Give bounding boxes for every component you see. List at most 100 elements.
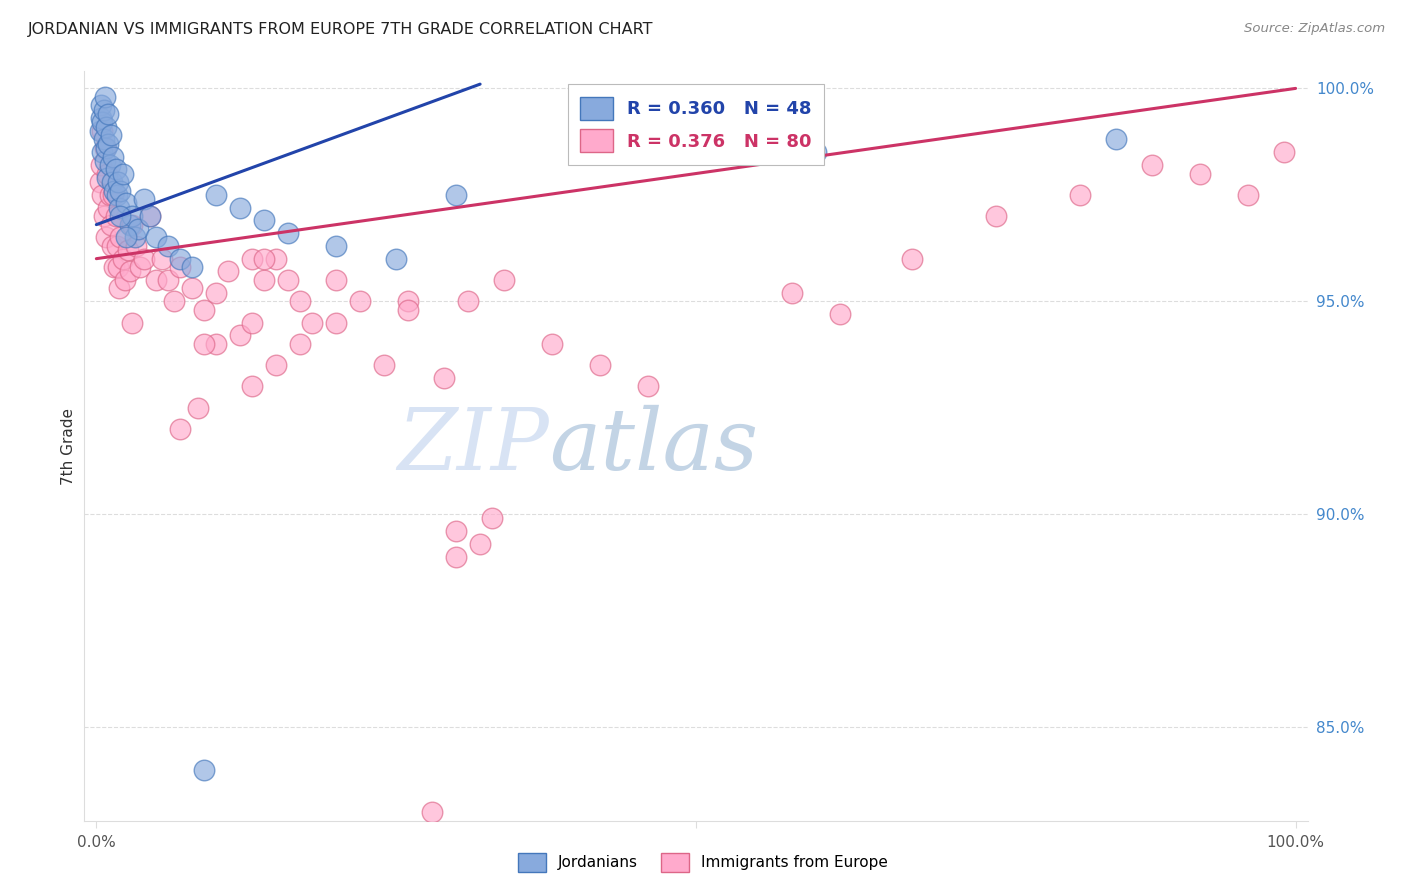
Point [91, 124, 114, 138]
Point [91, 145, 114, 160]
Point [181, 281, 204, 295]
Text: ZIP: ZIP [398, 405, 550, 487]
Point [93, 132, 115, 146]
Point [396, 302, 419, 317]
Point [325, 316, 347, 330]
Point [91, 115, 114, 129]
Point [101, 149, 124, 163]
Point [103, 260, 125, 275]
Point [110, 230, 132, 244]
Point [229, 201, 252, 215]
Point [139, 209, 162, 223]
Text: atlas: atlas [550, 405, 758, 487]
Point [124, 230, 146, 244]
Point [253, 213, 276, 227]
Point [301, 316, 323, 330]
Point [1140, 158, 1163, 172]
Point [94, 120, 117, 134]
Point [98, 158, 121, 172]
Point [96, 170, 118, 185]
Point [93, 153, 117, 168]
Point [193, 763, 215, 777]
Point [1272, 145, 1295, 160]
Point [111, 167, 134, 181]
Point [457, 294, 479, 309]
Point [91, 187, 114, 202]
Point [193, 336, 215, 351]
Point [181, 260, 204, 275]
Point [115, 230, 138, 244]
Point [97, 136, 120, 151]
Point [97, 107, 120, 121]
Point [433, 371, 456, 385]
Point [110, 184, 132, 198]
Point [104, 209, 127, 223]
Point [107, 260, 129, 275]
Point [217, 264, 239, 278]
Point [780, 285, 803, 300]
Point [139, 209, 162, 223]
Point [193, 302, 215, 317]
Point [373, 358, 395, 372]
Point [157, 239, 180, 253]
Point [100, 128, 122, 143]
Point [264, 358, 287, 372]
Point [93, 90, 117, 104]
Legend: Jordanians, Immigrants from Europe: Jordanians, Immigrants from Europe [510, 845, 896, 880]
Point [121, 209, 143, 223]
Point [134, 192, 156, 206]
Point [240, 379, 263, 393]
Point [277, 226, 299, 240]
Point [205, 187, 228, 202]
Point [157, 273, 180, 287]
Point [93, 103, 115, 117]
Point [111, 252, 134, 266]
Point [290, 336, 312, 351]
Point [1105, 132, 1128, 146]
Point [90, 158, 112, 172]
Point [115, 196, 138, 211]
Point [325, 239, 347, 253]
Point [90, 112, 112, 126]
Point [264, 252, 287, 266]
Point [121, 218, 143, 232]
Point [104, 162, 127, 177]
Point [277, 273, 299, 287]
Point [1069, 187, 1091, 202]
Point [94, 230, 117, 244]
Point [494, 273, 516, 287]
Point [127, 222, 149, 236]
Point [121, 316, 143, 330]
Point [205, 336, 228, 351]
Point [444, 549, 467, 564]
Point [385, 252, 408, 266]
Point [901, 252, 924, 266]
Point [90, 98, 112, 112]
Point [118, 218, 141, 232]
Point [444, 524, 467, 538]
Point [468, 537, 491, 551]
Point [828, 307, 851, 321]
Text: JORDANIAN VS IMMIGRANTS FROM EUROPE 7TH GRADE CORRELATION CHART: JORDANIAN VS IMMIGRANTS FROM EUROPE 7TH … [28, 22, 654, 37]
Point [89, 175, 111, 189]
Point [589, 358, 612, 372]
Legend: R = 0.360   N = 48, R = 0.376   N = 80: R = 0.360 N = 48, R = 0.376 N = 80 [568, 84, 824, 165]
Point [89, 124, 111, 138]
Point [396, 294, 419, 309]
Point [93, 209, 115, 223]
Point [108, 201, 131, 215]
Point [169, 252, 191, 266]
Point [145, 230, 167, 244]
Point [98, 187, 121, 202]
Text: Source: ZipAtlas.com: Source: ZipAtlas.com [1244, 22, 1385, 36]
Point [290, 294, 312, 309]
Point [240, 252, 263, 266]
Point [134, 252, 156, 266]
Point [107, 175, 129, 189]
Point [150, 252, 173, 266]
Point [205, 285, 228, 300]
Point [1236, 187, 1258, 202]
Point [128, 260, 150, 275]
Point [96, 167, 118, 181]
Point [240, 316, 263, 330]
